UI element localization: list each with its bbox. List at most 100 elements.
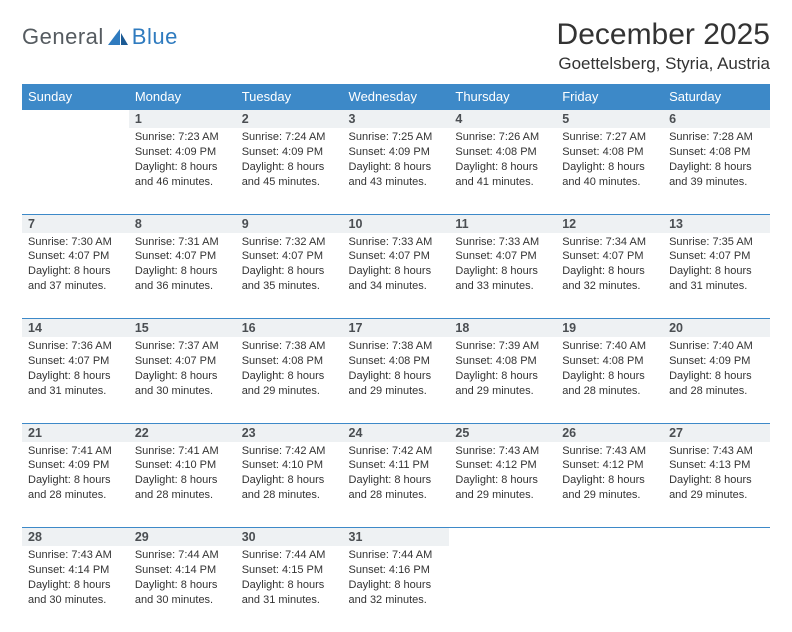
day-number-cell: 23	[236, 423, 343, 442]
day-number: 25	[455, 426, 469, 440]
day-content-cell: Sunrise: 7:40 AMSunset: 4:09 PMDaylight:…	[663, 337, 770, 423]
day-number: 18	[455, 321, 469, 335]
daylight-text: Daylight: 8 hours	[28, 473, 123, 488]
day-number: 11	[455, 217, 468, 231]
daylight-text: and 28 minutes.	[135, 488, 230, 503]
day-number-cell	[22, 110, 129, 129]
weekday-header: Tuesday	[236, 84, 343, 110]
month-title: December 2025	[557, 18, 770, 52]
sunrise-text: Sunrise: 7:40 AM	[669, 339, 764, 354]
day-number-cell: 9	[236, 214, 343, 233]
sunset-text: Sunset: 4:08 PM	[455, 145, 550, 160]
day-content-cell	[449, 546, 556, 632]
day-content-cell: Sunrise: 7:39 AMSunset: 4:08 PMDaylight:…	[449, 337, 556, 423]
day-number-cell: 6	[663, 110, 770, 129]
daylight-text: and 29 minutes.	[669, 488, 764, 503]
daylight-text: and 28 minutes.	[28, 488, 123, 503]
day-content-cell: Sunrise: 7:33 AMSunset: 4:07 PMDaylight:…	[449, 233, 556, 319]
day-number: 19	[562, 321, 576, 335]
sunset-text: Sunset: 4:07 PM	[28, 249, 123, 264]
day-number: 16	[242, 321, 256, 335]
day-number: 5	[562, 112, 569, 126]
daylight-text: Daylight: 8 hours	[669, 264, 764, 279]
daylight-text: and 30 minutes.	[135, 384, 230, 399]
day-content-cell: Sunrise: 7:41 AMSunset: 4:10 PMDaylight:…	[129, 442, 236, 528]
day-number: 6	[669, 112, 676, 126]
daylight-text: and 31 minutes.	[669, 279, 764, 294]
sunset-text: Sunset: 4:09 PM	[242, 145, 337, 160]
day-content-cell: Sunrise: 7:32 AMSunset: 4:07 PMDaylight:…	[236, 233, 343, 319]
day-number-cell	[663, 528, 770, 547]
sunset-text: Sunset: 4:09 PM	[669, 354, 764, 369]
day-number: 4	[455, 112, 462, 126]
daylight-text: and 37 minutes.	[28, 279, 123, 294]
day-number-cell: 12	[556, 214, 663, 233]
day-content-cell: Sunrise: 7:35 AMSunset: 4:07 PMDaylight:…	[663, 233, 770, 319]
day-number-cell	[449, 528, 556, 547]
weekday-header: Thursday	[449, 84, 556, 110]
day-number: 30	[242, 530, 256, 544]
sunset-text: Sunset: 4:14 PM	[28, 563, 123, 578]
day-number: 31	[349, 530, 363, 544]
sunrise-text: Sunrise: 7:25 AM	[349, 130, 444, 145]
sunrise-text: Sunrise: 7:38 AM	[349, 339, 444, 354]
daylight-text: Daylight: 8 hours	[28, 369, 123, 384]
day-number-cell: 3	[343, 110, 450, 129]
daylight-text: Daylight: 8 hours	[349, 369, 444, 384]
day-number-cell: 26	[556, 423, 663, 442]
daylight-text: Daylight: 8 hours	[135, 264, 230, 279]
day-number: 20	[669, 321, 683, 335]
day-number: 15	[135, 321, 149, 335]
day-content-cell: Sunrise: 7:30 AMSunset: 4:07 PMDaylight:…	[22, 233, 129, 319]
sunset-text: Sunset: 4:07 PM	[28, 354, 123, 369]
sunset-text: Sunset: 4:07 PM	[349, 249, 444, 264]
daylight-text: and 30 minutes.	[28, 593, 123, 608]
daylight-text: and 29 minutes.	[242, 384, 337, 399]
day-number-row: 14151617181920	[22, 319, 770, 338]
title-block: December 2025 Goettelsberg, Styria, Aust…	[557, 18, 770, 74]
day-number: 27	[669, 426, 683, 440]
weekday-header: Wednesday	[343, 84, 450, 110]
sunset-text: Sunset: 4:14 PM	[135, 563, 230, 578]
day-content-cell: Sunrise: 7:42 AMSunset: 4:10 PMDaylight:…	[236, 442, 343, 528]
day-number: 9	[242, 217, 249, 231]
day-number: 10	[349, 217, 363, 231]
sunrise-text: Sunrise: 7:43 AM	[562, 444, 657, 459]
daylight-text: and 43 minutes.	[349, 175, 444, 190]
day-content-row: Sunrise: 7:23 AMSunset: 4:09 PMDaylight:…	[22, 128, 770, 214]
daylight-text: Daylight: 8 hours	[349, 473, 444, 488]
sunrise-text: Sunrise: 7:30 AM	[28, 235, 123, 250]
daylight-text: Daylight: 8 hours	[349, 578, 444, 593]
day-content-cell: Sunrise: 7:38 AMSunset: 4:08 PMDaylight:…	[236, 337, 343, 423]
sunrise-text: Sunrise: 7:31 AM	[135, 235, 230, 250]
day-content-cell: Sunrise: 7:28 AMSunset: 4:08 PMDaylight:…	[663, 128, 770, 214]
daylight-text: Daylight: 8 hours	[135, 160, 230, 175]
day-number: 14	[28, 321, 42, 335]
day-content-row: Sunrise: 7:30 AMSunset: 4:07 PMDaylight:…	[22, 233, 770, 319]
daylight-text: Daylight: 8 hours	[455, 160, 550, 175]
calendar-table: Sunday Monday Tuesday Wednesday Thursday…	[22, 84, 770, 632]
sunrise-text: Sunrise: 7:39 AM	[455, 339, 550, 354]
daylight-text: Daylight: 8 hours	[455, 264, 550, 279]
daylight-text: Daylight: 8 hours	[562, 264, 657, 279]
sunrise-text: Sunrise: 7:41 AM	[135, 444, 230, 459]
day-content-cell: Sunrise: 7:43 AMSunset: 4:12 PMDaylight:…	[449, 442, 556, 528]
day-number-cell: 30	[236, 528, 343, 547]
sunset-text: Sunset: 4:08 PM	[562, 145, 657, 160]
sunset-text: Sunset: 4:09 PM	[349, 145, 444, 160]
day-number-row: 21222324252627	[22, 423, 770, 442]
day-number: 22	[135, 426, 149, 440]
day-number-cell: 8	[129, 214, 236, 233]
day-content-cell: Sunrise: 7:44 AMSunset: 4:15 PMDaylight:…	[236, 546, 343, 632]
day-content-cell: Sunrise: 7:43 AMSunset: 4:12 PMDaylight:…	[556, 442, 663, 528]
sunrise-text: Sunrise: 7:38 AM	[242, 339, 337, 354]
sunrise-text: Sunrise: 7:42 AM	[242, 444, 337, 459]
sunset-text: Sunset: 4:07 PM	[135, 249, 230, 264]
day-number: 21	[28, 426, 42, 440]
day-number-cell: 7	[22, 214, 129, 233]
day-number-cell: 22	[129, 423, 236, 442]
day-number: 1	[135, 112, 142, 126]
daylight-text: and 39 minutes.	[669, 175, 764, 190]
daylight-text: Daylight: 8 hours	[242, 160, 337, 175]
day-content-cell: Sunrise: 7:25 AMSunset: 4:09 PMDaylight:…	[343, 128, 450, 214]
